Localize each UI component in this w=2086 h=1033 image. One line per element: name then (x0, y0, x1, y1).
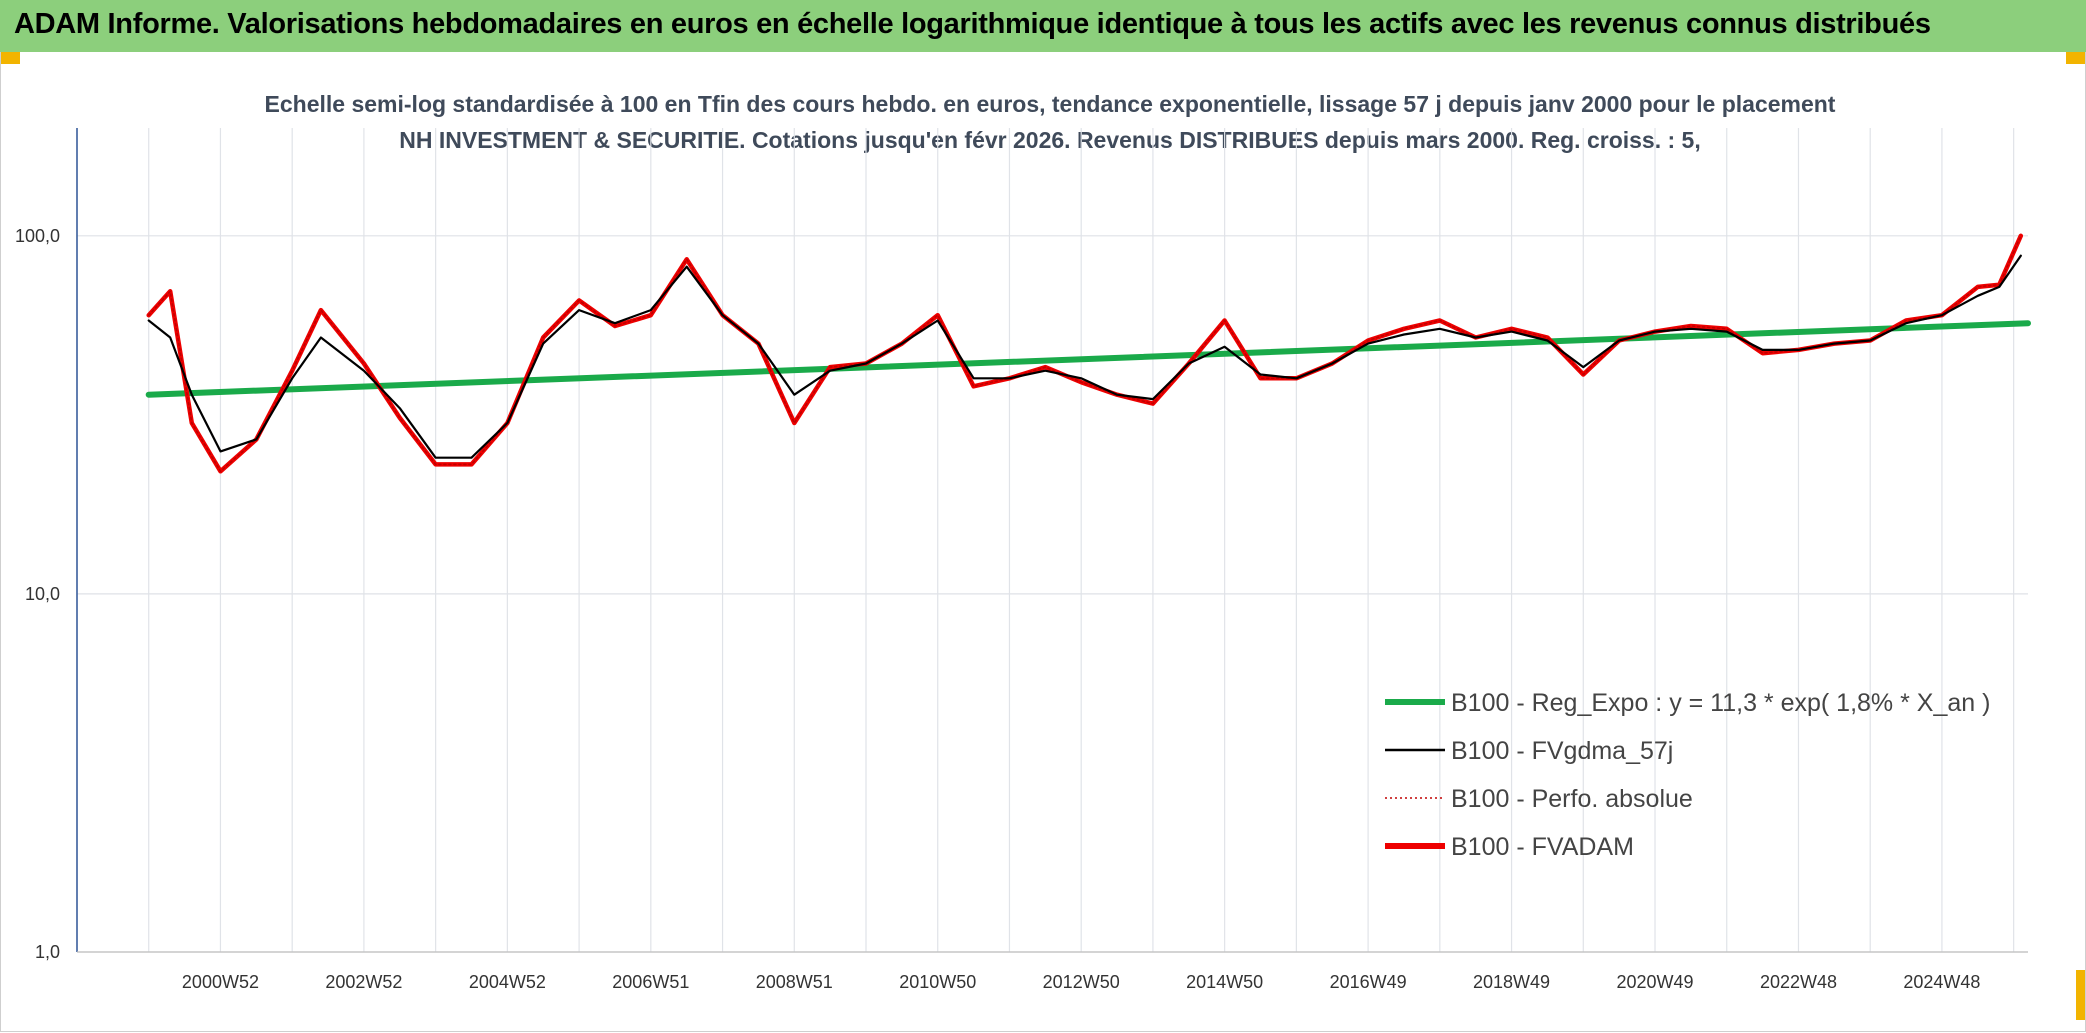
series-line-1 (145, 320, 2031, 398)
page-title: ADAM Informe. Valorisations hebdomadaire… (14, 8, 1931, 40)
x-tick-label: 2022W48 (1760, 972, 1837, 992)
y-tick-label: 1,0 (35, 942, 60, 962)
header-banner: ADAM Informe. Valorisations hebdomadaire… (0, 0, 2086, 52)
y-tick-label: 100,0 (15, 226, 60, 246)
x-tick-label: 2002W52 (325, 972, 402, 992)
x-tick-label: 2020W49 (1616, 972, 1693, 992)
corner-marker-bottom-right (2076, 970, 2086, 1020)
x-tick-label: 2012W50 (1043, 972, 1120, 992)
x-tick-label: 2016W49 (1330, 972, 1407, 992)
x-tick-label: 2008W51 (756, 972, 833, 992)
x-tick-label: 2024W48 (1903, 972, 1980, 992)
x-tick-label: 2004W52 (469, 972, 546, 992)
x-tick-label: 2006W51 (612, 972, 689, 992)
corner-marker-right (2066, 52, 2086, 64)
legend-label: B100 - Perfo. absolue (1451, 785, 1693, 813)
y-tick-label: 10,0 (25, 584, 60, 604)
x-tick-label: 2010W50 (899, 972, 976, 992)
corner-marker-left (0, 52, 20, 64)
x-tick-label: 2014W50 (1186, 972, 1263, 992)
series-line-4 (146, 233, 2024, 474)
legend-label: B100 - FVADAM (1451, 833, 1634, 861)
legend-label: B100 - Reg_Expo : y = 11,3 * exp( 1,8% *… (1451, 689, 1990, 717)
chart-title: Echelle semi-log standardisée à 100 en T… (264, 91, 1836, 153)
series-line-2 (147, 254, 2022, 459)
series-line-3 (147, 235, 2022, 473)
legend-label: B100 - FVgdma_57j (1451, 737, 1673, 765)
x-tick-label: 2000W52 (182, 972, 259, 992)
x-tick-label: 2018W49 (1473, 972, 1550, 992)
